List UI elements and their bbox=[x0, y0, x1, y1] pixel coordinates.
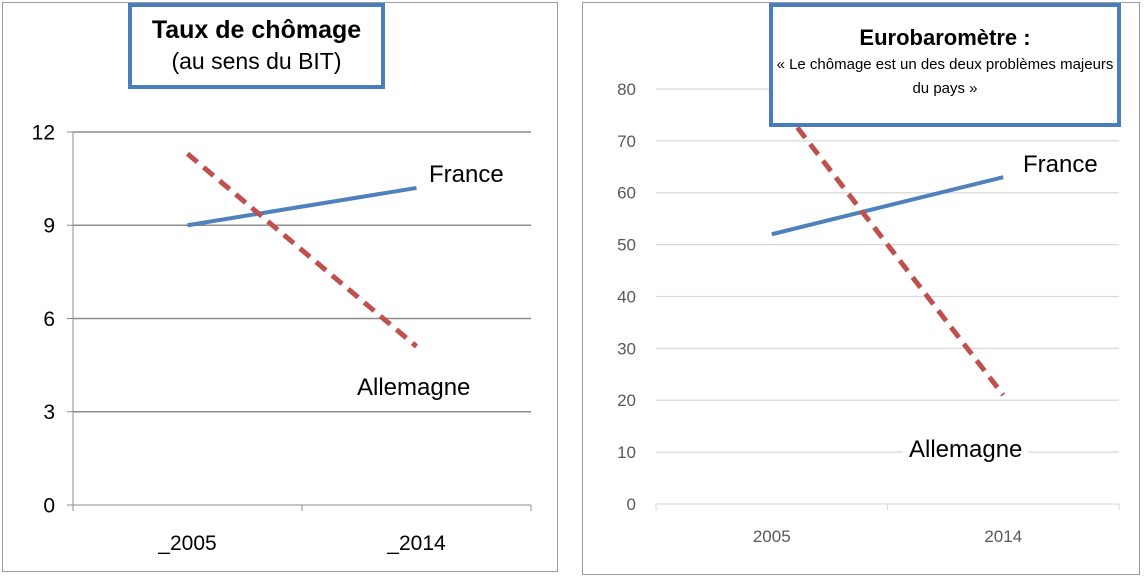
chart-title: Taux de chômage bbox=[151, 16, 362, 44]
y-tick-label: 50 bbox=[617, 236, 636, 255]
eurobarometre-plot-group: 0 10 20 30 40 50 60 70 80 2005 2014 bbox=[617, 80, 1120, 546]
series-line-france bbox=[187, 185, 417, 228]
unemployment-chart-svg: 0 3 6 9 12 _2005 _2014 bbox=[32, 121, 532, 555]
y-tick-label: 3 bbox=[43, 401, 55, 424]
y-tick-label: 9 bbox=[43, 215, 55, 238]
y-tick-label: 70 bbox=[617, 132, 636, 151]
y-tick-label: 0 bbox=[43, 494, 55, 517]
x-tick-label: 2014 bbox=[984, 527, 1022, 546]
chart-title-box: Eurobaromètre : « Le chômage est un des … bbox=[769, 3, 1121, 127]
y-tick-label: 0 bbox=[627, 495, 636, 514]
y-tick-label: 6 bbox=[43, 308, 55, 331]
chart-panel-unemployment: 0 3 6 9 12 _2005 _2014 Taux de chômage (au sen… bbox=[2, 2, 558, 572]
x-tick-label: _2005 bbox=[157, 532, 216, 555]
eurobarometre-chart-svg: 0 10 20 30 40 50 60 70 80 2005 2014 bbox=[617, 80, 1120, 546]
chart-subtitle: « Le chômage est un des deux problèmes m… bbox=[776, 56, 1114, 97]
y-tick-label: 20 bbox=[617, 391, 636, 410]
y-tick-label: 10 bbox=[617, 443, 636, 462]
series-line-allemagne bbox=[185, 151, 419, 349]
y-tick-label: 60 bbox=[617, 184, 636, 203]
series-label-france: France bbox=[423, 161, 510, 189]
series-label-allemagne: Allemagne bbox=[903, 436, 1029, 464]
unemployment-plot-group: 0 3 6 9 12 _2005 _2014 bbox=[32, 121, 532, 555]
x-tick-label: _2014 bbox=[386, 532, 446, 555]
series-line-allemagne bbox=[769, 92, 1006, 397]
y-tick-label: 30 bbox=[617, 339, 636, 358]
series-line-france bbox=[771, 175, 1004, 237]
chart-panel-eurobarometre: 0 10 20 30 40 50 60 70 80 2005 2014 Eurobaromètre … bbox=[582, 2, 1140, 575]
series-label-allemagne: Allemagne bbox=[351, 374, 477, 402]
series-label-france: France bbox=[1017, 151, 1104, 179]
chart-title-box: Taux de chômage (au sens du BIT) bbox=[128, 3, 385, 89]
chart-subtitle: (au sens du BIT) bbox=[171, 48, 342, 74]
y-tick-label: 80 bbox=[617, 80, 636, 99]
chart-title: Eurobaromètre : bbox=[859, 25, 1031, 50]
y-tick-label: 12 bbox=[32, 121, 55, 144]
x-tick-label: 2005 bbox=[753, 527, 791, 546]
y-tick-label: 40 bbox=[617, 287, 636, 306]
